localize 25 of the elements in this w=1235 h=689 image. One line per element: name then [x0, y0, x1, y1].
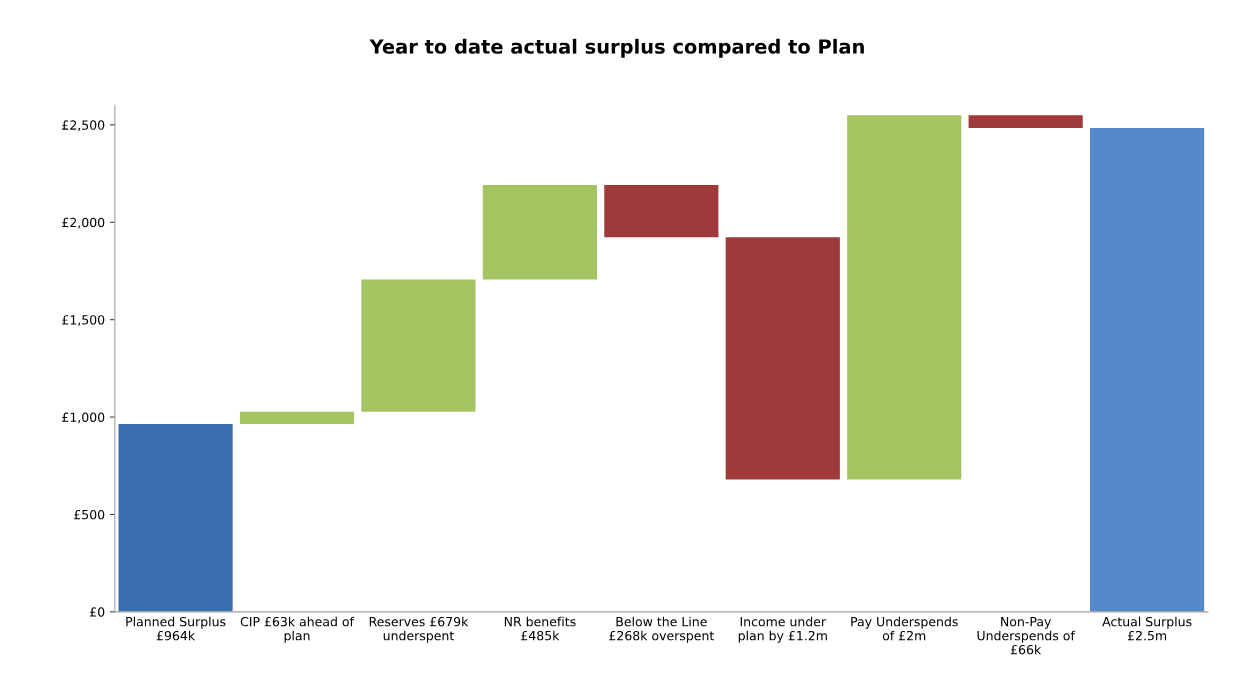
chart-title: Year to date actual surplus compared to Plan — [369, 38, 864, 58]
x-tick-label: Actual Surplus £2.5m — [1102, 616, 1192, 641]
y-tick-label: £2,000 — [62, 217, 105, 229]
bar — [482, 185, 597, 280]
x-tick-label: Planned Surplus £964k — [126, 616, 226, 641]
y-tick-label: £1,000 — [62, 412, 105, 424]
x-tick-label: Non-Pay Underspends of £66k — [977, 617, 1076, 655]
y-tick-label: £500 — [74, 509, 105, 520]
x-tick-label: Pay Underspends of £2m — [851, 616, 958, 641]
y-tick-label: £0 — [90, 607, 105, 617]
bar — [239, 411, 355, 425]
y-tick-label: £2,500 — [62, 120, 105, 132]
bar — [725, 237, 840, 480]
y-tick-label: £1,500 — [62, 315, 105, 326]
bar — [1090, 128, 1205, 612]
bar — [118, 424, 233, 612]
bar — [604, 185, 719, 238]
bar — [361, 279, 476, 412]
bar — [968, 115, 1083, 129]
x-tick-label: Below the Line £268k overspent — [609, 616, 714, 643]
x-tick-label: Reserves £679k underspent — [369, 616, 469, 643]
x-tick-label: NR benefits £485k — [504, 616, 576, 641]
bar — [847, 115, 962, 480]
x-tick-label: Income under plan by £1.2m — [738, 616, 827, 643]
x-tick-label: CIP £63k ahead of plan — [240, 616, 355, 643]
